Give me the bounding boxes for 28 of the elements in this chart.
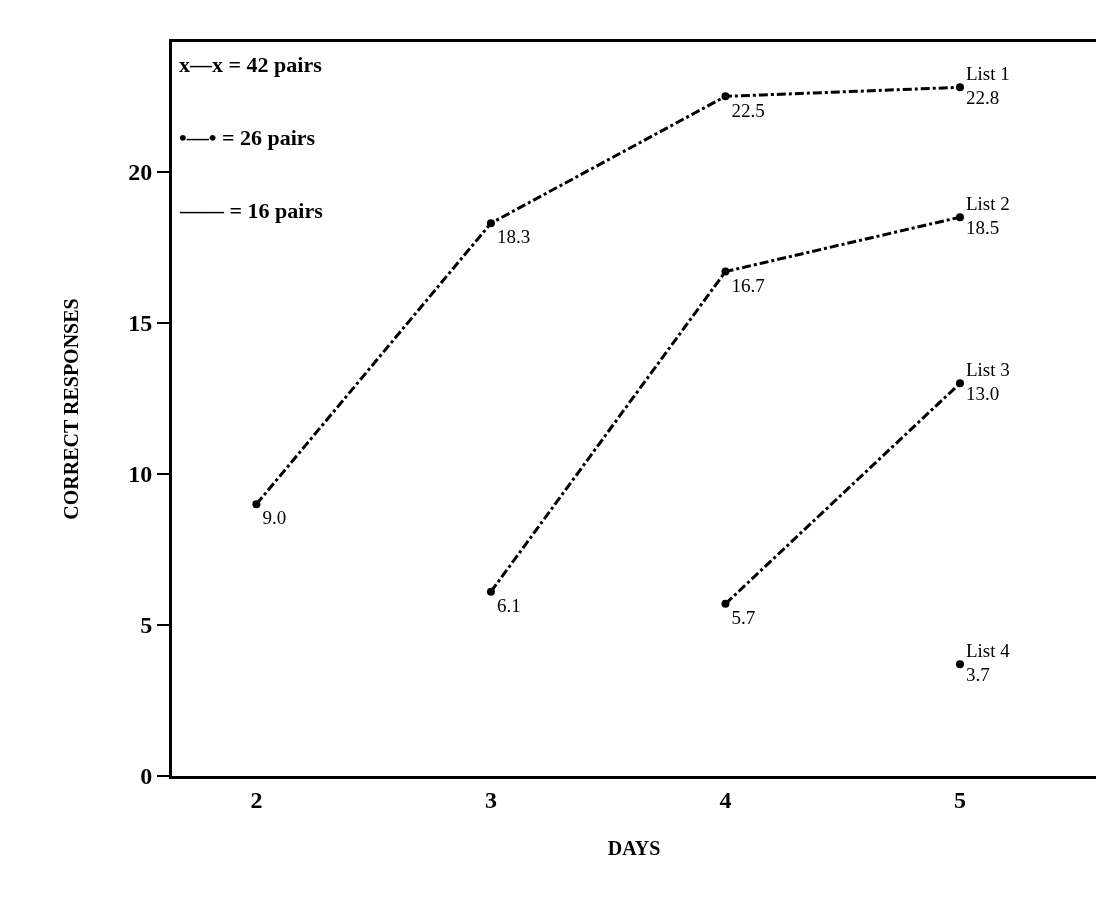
series-label: List 2 [965,192,1010,214]
x-tick-label: 5 [953,786,966,813]
x-tick-label: 3 [484,786,497,813]
y-tick-label: 10 [128,461,153,488]
data-label: 22.8 [965,87,1000,109]
y-tick-label: 20 [128,159,153,186]
y-axis-title: CORRECT RESPONSES [59,298,82,520]
x-axis-title: DAYS [607,837,661,860]
data-label: 9.0 [262,507,287,529]
data-label: 18.5 [965,217,1000,239]
y-tick-label: 5 [140,612,153,639]
data-label: 6.1 [496,594,521,616]
annotation: •—• = 26 pairs [179,125,316,150]
data-label: 16.7 [731,274,765,296]
annotation: x—x = 42 pairs [179,52,323,77]
data-label: 13.0 [965,383,1000,405]
y-tick-label: 15 [128,310,153,337]
series-label: List 4 [965,639,1011,661]
annotation: —— = 16 pairs [179,198,324,223]
y-tick-label: 0 [140,763,153,790]
x-tick-label: 2 [250,786,263,813]
data-label: 5.7 [731,607,756,629]
data-label: 22.5 [731,99,765,121]
data-label: 3.7 [965,664,990,686]
series-label: List 1 [965,62,1010,84]
data-label: 18.3 [496,226,531,248]
x-tick-label: 4 [719,786,732,813]
series-label: List 3 [965,358,1010,380]
